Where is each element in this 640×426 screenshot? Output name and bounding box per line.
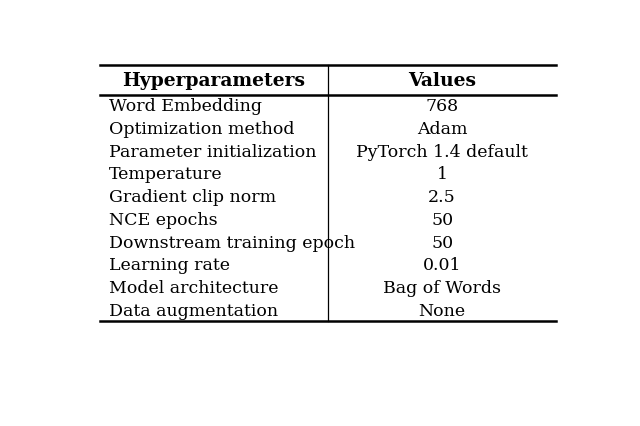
Text: 768: 768 — [426, 98, 459, 115]
Text: NCE epochs: NCE epochs — [109, 211, 218, 228]
Text: Hyperparameters: Hyperparameters — [122, 72, 305, 89]
Text: 50: 50 — [431, 211, 453, 228]
Text: Data augmentation: Data augmentation — [109, 302, 278, 319]
Text: PyTorch 1.4 default: PyTorch 1.4 default — [356, 144, 528, 161]
Text: Adam: Adam — [417, 121, 467, 138]
Text: 0.01: 0.01 — [423, 256, 461, 273]
Text: None: None — [419, 302, 466, 319]
Text: Parameter initialization: Parameter initialization — [109, 144, 316, 161]
Text: Downstream training epoch: Downstream training epoch — [109, 234, 355, 251]
Text: Optimization method: Optimization method — [109, 121, 294, 138]
Text: Values: Values — [408, 72, 476, 89]
Text: 2.5: 2.5 — [428, 189, 456, 206]
Text: 1: 1 — [436, 166, 447, 183]
Text: Word Embedding: Word Embedding — [109, 98, 262, 115]
Text: Model architecture: Model architecture — [109, 279, 278, 296]
Text: Bag of Words: Bag of Words — [383, 279, 501, 296]
Text: Learning rate: Learning rate — [109, 256, 230, 273]
Text: Temperature: Temperature — [109, 166, 222, 183]
Text: Gradient clip norm: Gradient clip norm — [109, 189, 276, 206]
Text: 50: 50 — [431, 234, 453, 251]
